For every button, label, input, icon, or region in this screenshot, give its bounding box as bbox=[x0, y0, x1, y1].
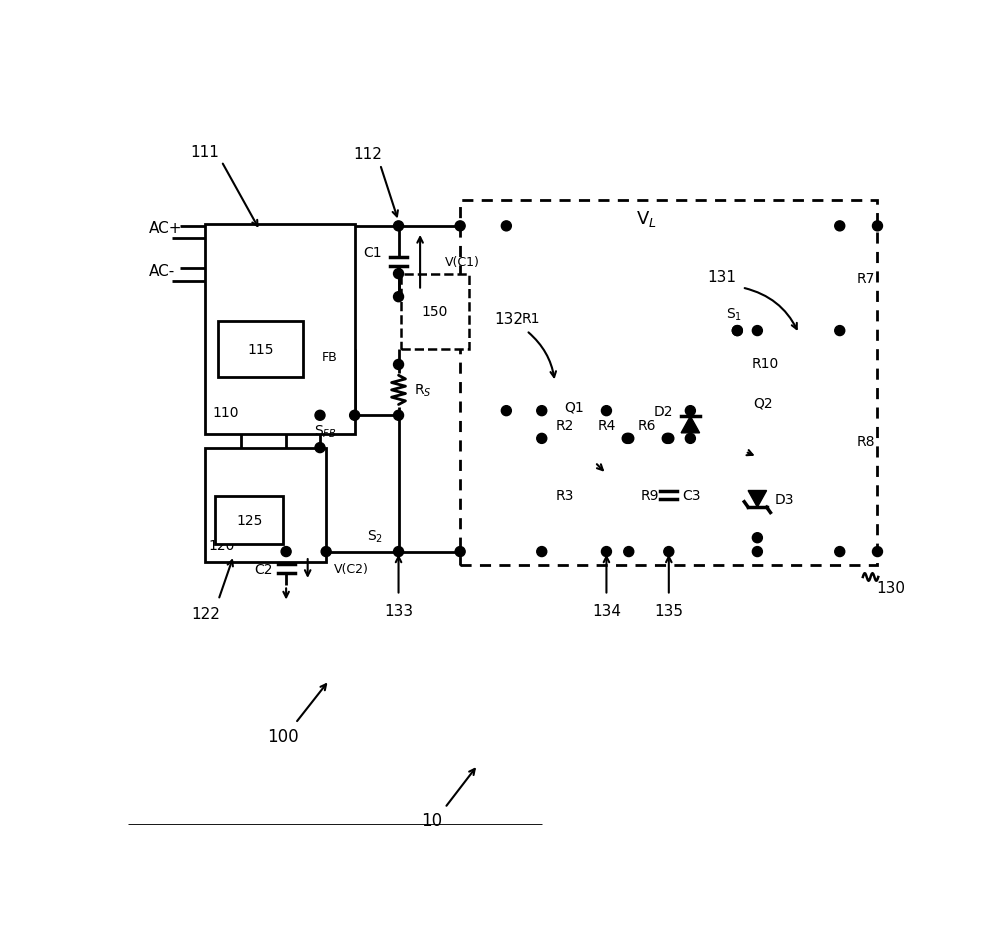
Circle shape bbox=[394, 270, 404, 279]
Text: R3: R3 bbox=[556, 489, 574, 502]
Bar bbox=[205, 225, 355, 434]
Circle shape bbox=[732, 326, 742, 337]
Circle shape bbox=[394, 292, 404, 302]
Text: R8: R8 bbox=[857, 435, 875, 449]
Text: 130: 130 bbox=[876, 580, 905, 596]
Circle shape bbox=[835, 547, 845, 557]
Text: C1: C1 bbox=[363, 246, 382, 260]
Text: 132: 132 bbox=[494, 311, 523, 326]
Circle shape bbox=[455, 222, 465, 232]
Text: 150: 150 bbox=[422, 305, 448, 319]
Text: S$_1$: S$_1$ bbox=[726, 306, 742, 323]
Circle shape bbox=[872, 222, 882, 232]
Circle shape bbox=[537, 406, 547, 416]
Circle shape bbox=[732, 326, 742, 337]
Circle shape bbox=[664, 547, 674, 557]
Text: V(C1): V(C1) bbox=[445, 256, 480, 269]
Circle shape bbox=[752, 533, 762, 543]
Circle shape bbox=[835, 326, 845, 337]
Circle shape bbox=[455, 547, 465, 557]
Circle shape bbox=[350, 411, 360, 421]
Text: 115: 115 bbox=[247, 343, 274, 357]
Text: 122: 122 bbox=[192, 606, 220, 621]
Circle shape bbox=[601, 547, 611, 557]
Text: 131: 131 bbox=[707, 270, 736, 285]
Text: 133: 133 bbox=[384, 603, 413, 618]
Circle shape bbox=[315, 411, 325, 421]
Bar bbox=[401, 274, 469, 349]
Circle shape bbox=[501, 406, 511, 416]
Text: 135: 135 bbox=[654, 603, 683, 618]
Text: 110: 110 bbox=[213, 406, 239, 420]
Bar bbox=[218, 322, 303, 377]
Text: Q1: Q1 bbox=[564, 400, 584, 414]
Circle shape bbox=[664, 434, 674, 444]
Text: 10: 10 bbox=[421, 811, 442, 830]
Text: R10: R10 bbox=[751, 357, 778, 371]
Polygon shape bbox=[681, 417, 700, 433]
Circle shape bbox=[537, 547, 547, 557]
Text: R2: R2 bbox=[556, 418, 574, 432]
Circle shape bbox=[394, 411, 404, 421]
Text: AC-: AC- bbox=[149, 264, 175, 279]
Text: V$_L$: V$_L$ bbox=[636, 209, 656, 229]
Text: R4: R4 bbox=[598, 418, 616, 432]
Text: 100: 100 bbox=[267, 728, 299, 745]
Bar bbox=[205, 448, 326, 562]
Bar bbox=[460, 200, 877, 565]
Circle shape bbox=[624, 434, 634, 444]
Circle shape bbox=[835, 222, 845, 232]
Text: FB: FB bbox=[321, 351, 337, 364]
Text: D3: D3 bbox=[774, 492, 794, 506]
Circle shape bbox=[752, 547, 762, 557]
Circle shape bbox=[685, 406, 695, 416]
Text: R$_S$: R$_S$ bbox=[414, 382, 432, 399]
Circle shape bbox=[601, 406, 611, 416]
Text: S$_{FB}$: S$_{FB}$ bbox=[314, 423, 337, 439]
Text: 120: 120 bbox=[208, 538, 235, 552]
Text: R6: R6 bbox=[638, 418, 656, 432]
Bar bbox=[215, 497, 283, 544]
Circle shape bbox=[622, 434, 632, 444]
Circle shape bbox=[315, 443, 325, 453]
Text: R7: R7 bbox=[857, 272, 875, 286]
Text: S$_2$: S$_2$ bbox=[367, 528, 383, 545]
Circle shape bbox=[685, 434, 695, 444]
Circle shape bbox=[537, 434, 547, 444]
Text: 112: 112 bbox=[353, 146, 382, 162]
Circle shape bbox=[752, 326, 762, 337]
Text: 125: 125 bbox=[236, 514, 262, 527]
Text: R1: R1 bbox=[522, 311, 540, 326]
Circle shape bbox=[624, 547, 634, 557]
Circle shape bbox=[281, 547, 291, 557]
Text: Q2: Q2 bbox=[754, 397, 773, 411]
Circle shape bbox=[872, 547, 882, 557]
Text: C3: C3 bbox=[683, 489, 701, 502]
Circle shape bbox=[662, 434, 672, 444]
Circle shape bbox=[394, 547, 404, 557]
Text: 111: 111 bbox=[190, 145, 219, 159]
Text: V(C2): V(C2) bbox=[334, 563, 369, 576]
Polygon shape bbox=[748, 491, 767, 508]
Text: AC+: AC+ bbox=[149, 221, 183, 235]
Circle shape bbox=[501, 222, 511, 232]
Text: D2: D2 bbox=[654, 404, 673, 418]
Circle shape bbox=[394, 360, 404, 370]
Circle shape bbox=[394, 222, 404, 232]
Text: R9: R9 bbox=[641, 489, 660, 502]
Circle shape bbox=[321, 547, 331, 557]
Text: C2: C2 bbox=[254, 562, 272, 576]
Text: 134: 134 bbox=[592, 603, 621, 618]
